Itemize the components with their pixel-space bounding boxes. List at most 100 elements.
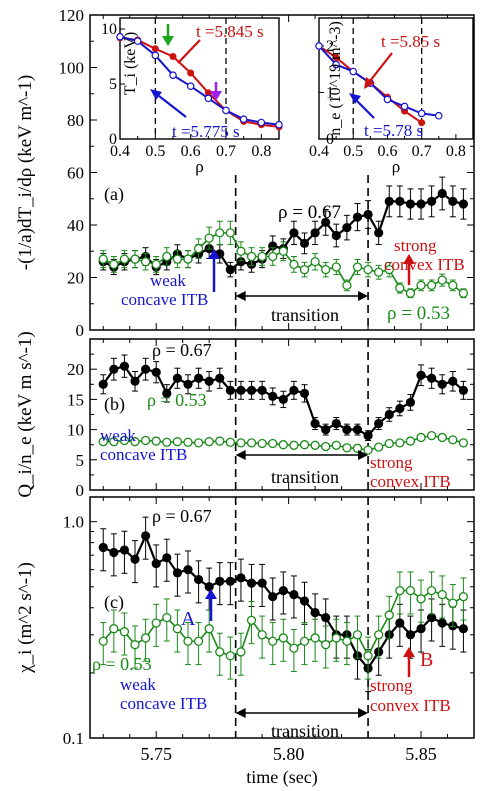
panel-b-label: (b) [104, 394, 125, 415]
data-point [310, 418, 320, 429]
label-A: A [181, 608, 196, 630]
data-point [109, 259, 119, 270]
inset-ne-point [349, 67, 358, 76]
rho-053-label: ρ = 0.53 [92, 654, 152, 674]
data-point [331, 418, 341, 429]
data-point [183, 254, 193, 264]
transition-arrow-right-head [358, 708, 369, 718]
convex-itb-label: convex ITB [370, 696, 451, 715]
data-point [183, 636, 193, 646]
data-point [374, 418, 384, 429]
data-point [151, 367, 161, 377]
xtick-label: 5.85 [405, 744, 437, 764]
inset-ti-point [151, 51, 160, 60]
inset-ti-ytick-label: 0 [109, 131, 117, 148]
concave-itb-label: concave ITB [120, 694, 207, 713]
panel-a-ytick-label: 60 [67, 164, 84, 183]
data-point [141, 531, 151, 541]
data-point [183, 565, 193, 575]
data-point [130, 254, 140, 264]
data-point [395, 403, 405, 414]
data-point [405, 436, 416, 446]
data-point [257, 578, 267, 588]
inset-ne-xtick-label: 0.5 [343, 143, 363, 160]
inset-ti-series-1 [119, 35, 280, 126]
data-point [289, 643, 299, 653]
panel-a-ytick-label: 40 [67, 216, 84, 235]
data-point [109, 547, 119, 558]
data-point [342, 223, 352, 233]
data-point [140, 257, 151, 267]
transition-arrow-left-head [235, 708, 246, 718]
panel-c-frame [89, 496, 475, 739]
data-point [162, 612, 172, 623]
data-point [331, 262, 341, 272]
data-point [448, 196, 458, 206]
data-point [299, 388, 310, 398]
data-point [268, 438, 278, 449]
data-point [448, 435, 458, 445]
data-point [141, 364, 151, 374]
data-point [321, 425, 331, 435]
data-point [289, 259, 299, 270]
data-point [268, 241, 278, 251]
data-point [321, 217, 331, 227]
data-point [268, 391, 278, 401]
data-point [416, 624, 426, 634]
data-point [140, 633, 151, 643]
data-point [204, 233, 214, 243]
inset-ne-xtick-label: 0.8 [446, 143, 466, 160]
xtick-label: 5.75 [140, 744, 172, 764]
data-point [321, 613, 331, 623]
data-point [289, 385, 299, 395]
inset-ti-ytick-label: 5 [109, 76, 117, 93]
data-point [246, 251, 257, 262]
data-point [225, 265, 235, 275]
data-point [384, 409, 394, 420]
panel-a-ytick-label: 0 [76, 321, 85, 340]
blue-arrow-icon [208, 249, 220, 259]
panel-a-label: (a) [104, 184, 124, 205]
convex-itb-label: convex ITB [384, 255, 465, 274]
inset-ti-point [169, 53, 177, 60]
data-point [162, 437, 172, 447]
data-point [384, 264, 394, 275]
data-point [299, 238, 310, 248]
inset-ti-frame [119, 17, 280, 140]
data-point [215, 436, 225, 446]
rho-067-label: ρ = 0.67 [152, 340, 212, 360]
data-point [215, 576, 225, 586]
blue-pointer-head-icon [349, 93, 361, 104]
transition-arrow-left-head [235, 291, 246, 301]
data-point [172, 624, 183, 634]
data-point [384, 610, 394, 620]
transition-arrow-left-head [235, 450, 246, 460]
strong-itb-label: strong [370, 453, 413, 472]
inset-ti-point [204, 94, 213, 103]
data-point [98, 636, 108, 646]
data-point [236, 647, 246, 657]
inset-ti-point [222, 106, 230, 115]
data-point [448, 280, 458, 291]
inset-ne-point [418, 119, 426, 127]
data-point [130, 437, 140, 447]
data-point [289, 590, 299, 600]
data-point [342, 280, 352, 291]
panel-b-ylabel: Q_i/n_e (keV m s^-1) [15, 331, 36, 497]
data-point [130, 376, 140, 386]
data-point [352, 443, 363, 453]
data-point [193, 243, 204, 254]
inset-ti-ytick-label: 10 [101, 21, 117, 38]
data-point [342, 425, 352, 435]
panel-c-ytick-label: 0.1 [63, 729, 84, 748]
data-point [151, 558, 161, 569]
data-point [363, 445, 373, 455]
data-point [225, 576, 235, 586]
data-point [458, 592, 469, 602]
inset-ti-xtick-label: 0.4 [110, 143, 130, 160]
data-point [405, 397, 416, 408]
data-point [458, 199, 469, 209]
data-point [458, 438, 469, 448]
data-point [183, 379, 193, 389]
blue-pointer-head-icon [150, 89, 162, 100]
